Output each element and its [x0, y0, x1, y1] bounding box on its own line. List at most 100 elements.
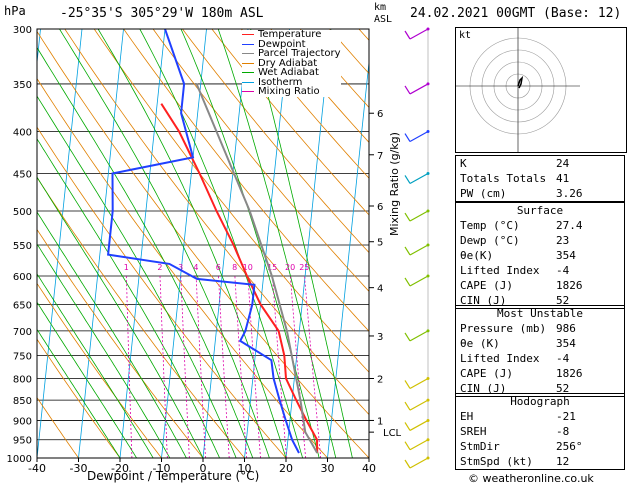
wind-barb-dot — [426, 130, 430, 134]
mixing-ratio-label: 10 — [243, 263, 253, 272]
stat-row: Pressure (mb) 986 — [456, 321, 624, 336]
hodograph-trace — [517, 75, 524, 89]
temperature-tick-label: -10 — [153, 462, 171, 475]
legend-swatch — [242, 91, 254, 93]
dry-adiabat-line — [37, 282, 162, 458]
stat-value: 52 — [556, 382, 570, 395]
stat-label: Lifted Index — [460, 352, 540, 365]
stat-label: CAPE (J) — [460, 367, 513, 380]
stat-row: Lifted Index -4 — [456, 351, 624, 366]
wind-barb-flag — [404, 175, 411, 184]
legend-label: Parcel Trajectory — [258, 48, 341, 59]
altitude-tick-label: 7 — [377, 151, 383, 162]
wind-barb-flag — [404, 30, 411, 40]
most-unstable-box: Most Unstable Pressure (mb) 986 θe (K) 354 L… — [455, 305, 625, 397]
legend-swatch — [242, 81, 254, 83]
wind-barb-dot — [426, 243, 430, 247]
legend-entry: Dry Adiabat — [242, 58, 341, 69]
legend-label: Mixing Ratio — [258, 86, 320, 97]
stat-label: Pressure (mb) — [460, 322, 547, 335]
wind-barb-flag — [404, 212, 411, 222]
stat-row: Temp (°C) 27.4 — [456, 218, 624, 233]
stat-value: 3.26 — [556, 187, 583, 200]
dry-adiabat-line — [64, 29, 369, 416]
stat-value: 1826 — [556, 367, 583, 380]
legend-entry: Dewpoint — [242, 39, 341, 50]
wind-barb — [409, 439, 429, 451]
mixing-ratio-label: 3 — [178, 263, 183, 272]
parcel-trajectory-line — [195, 83, 319, 454]
pressure-tick-label: 300 — [13, 25, 32, 36]
wet-adiabat-line — [97, 29, 287, 458]
pressure-tick-label: 950 — [13, 436, 32, 447]
wind-barb-flag — [404, 246, 411, 256]
wet-adiabat-line — [37, 176, 204, 458]
stat-row: EH -21 — [456, 409, 624, 424]
wind-barb-dot — [426, 82, 430, 86]
dry-adiabat-line — [211, 29, 369, 216]
pressure-tick-label: 750 — [13, 351, 32, 362]
temperature-line — [160, 103, 319, 454]
stat-label: Lifted Index — [460, 264, 540, 277]
stat-row: Dewp (°C) 23 — [456, 233, 624, 248]
pressure-tick-label: 550 — [13, 241, 32, 252]
surface-title: Surface — [516, 204, 564, 217]
legend-entry: Mixing Ratio — [242, 87, 341, 97]
mixing-ratio-label: 15 — [267, 263, 277, 272]
altitude-tick-label: 3 — [377, 332, 383, 343]
mixing-ratio-line — [304, 275, 322, 458]
isotherm-line — [244, 29, 290, 458]
altitude-tick-label: LCL — [383, 428, 402, 439]
stat-label: Temp (°C) — [460, 219, 520, 232]
legend-label: Isotherm — [258, 76, 303, 88]
wind-barb-dot — [426, 456, 430, 460]
stat-row: θe (K) 354 — [456, 336, 624, 351]
mixing-ratio-label: 2 — [157, 263, 162, 272]
stat-row: CAPE (J) 1826 — [456, 278, 624, 293]
legend-swatch — [242, 34, 254, 36]
temperature-tick-label: -20 — [111, 462, 129, 475]
wind-barb — [409, 83, 429, 95]
legend-swatch — [242, 62, 254, 64]
stat-row: SREH -8 — [456, 424, 624, 439]
wind-barb-flag — [404, 441, 411, 451]
stat-row: CAPE (J) 1826 — [456, 366, 624, 381]
wet-adiabat-line — [37, 211, 187, 458]
wet-adiabat-line — [37, 243, 171, 458]
wind-barb-flag — [404, 380, 411, 389]
isotherm-line — [368, 454, 369, 458]
dry-adiabat-line — [37, 228, 204, 458]
isotherm-line — [161, 29, 207, 458]
mixing-ratio-label: 4 — [193, 263, 198, 272]
stat-value: -8 — [556, 425, 570, 438]
altitude-tick-label: 5 — [377, 238, 383, 249]
wind-barb — [409, 399, 429, 411]
altitude-tick-label: 6 — [377, 109, 383, 120]
wind-barb-dot — [426, 329, 430, 333]
stat-label: EH — [460, 410, 474, 423]
pressure-tick-label: 400 — [13, 128, 32, 139]
legend-swatch — [242, 43, 254, 45]
pressure-unit: hPa — [4, 4, 26, 18]
stat-value: 354 — [556, 249, 576, 262]
temperature-tick-label: 20 — [279, 462, 293, 475]
wind-barb — [409, 330, 429, 342]
isotherm-line — [285, 29, 332, 458]
wet-adiabat-line — [180, 29, 320, 458]
stat-row: K 24 — [456, 156, 624, 171]
isotherm-line — [119, 29, 166, 458]
pressure-tick-label: 450 — [13, 169, 32, 180]
mixing-ratio-line — [218, 275, 230, 458]
wet-adiabat-line — [37, 273, 154, 458]
hodograph-plot — [456, 28, 580, 152]
hodograph-stats-title: Hodograph — [510, 395, 570, 408]
legend-entry: Parcel Trajectory — [242, 49, 341, 59]
mixing-ratio-line — [195, 275, 206, 458]
wet-adiabat-line — [139, 29, 303, 458]
location-title: -25°35'S 305°29'W 180m ASL — [60, 6, 264, 21]
altitude-tick-label: 2 — [377, 374, 383, 385]
stat-value: 12 — [556, 455, 570, 468]
wet-adiabat-line — [59, 29, 270, 458]
pressure-tick-label: 900 — [13, 416, 32, 427]
